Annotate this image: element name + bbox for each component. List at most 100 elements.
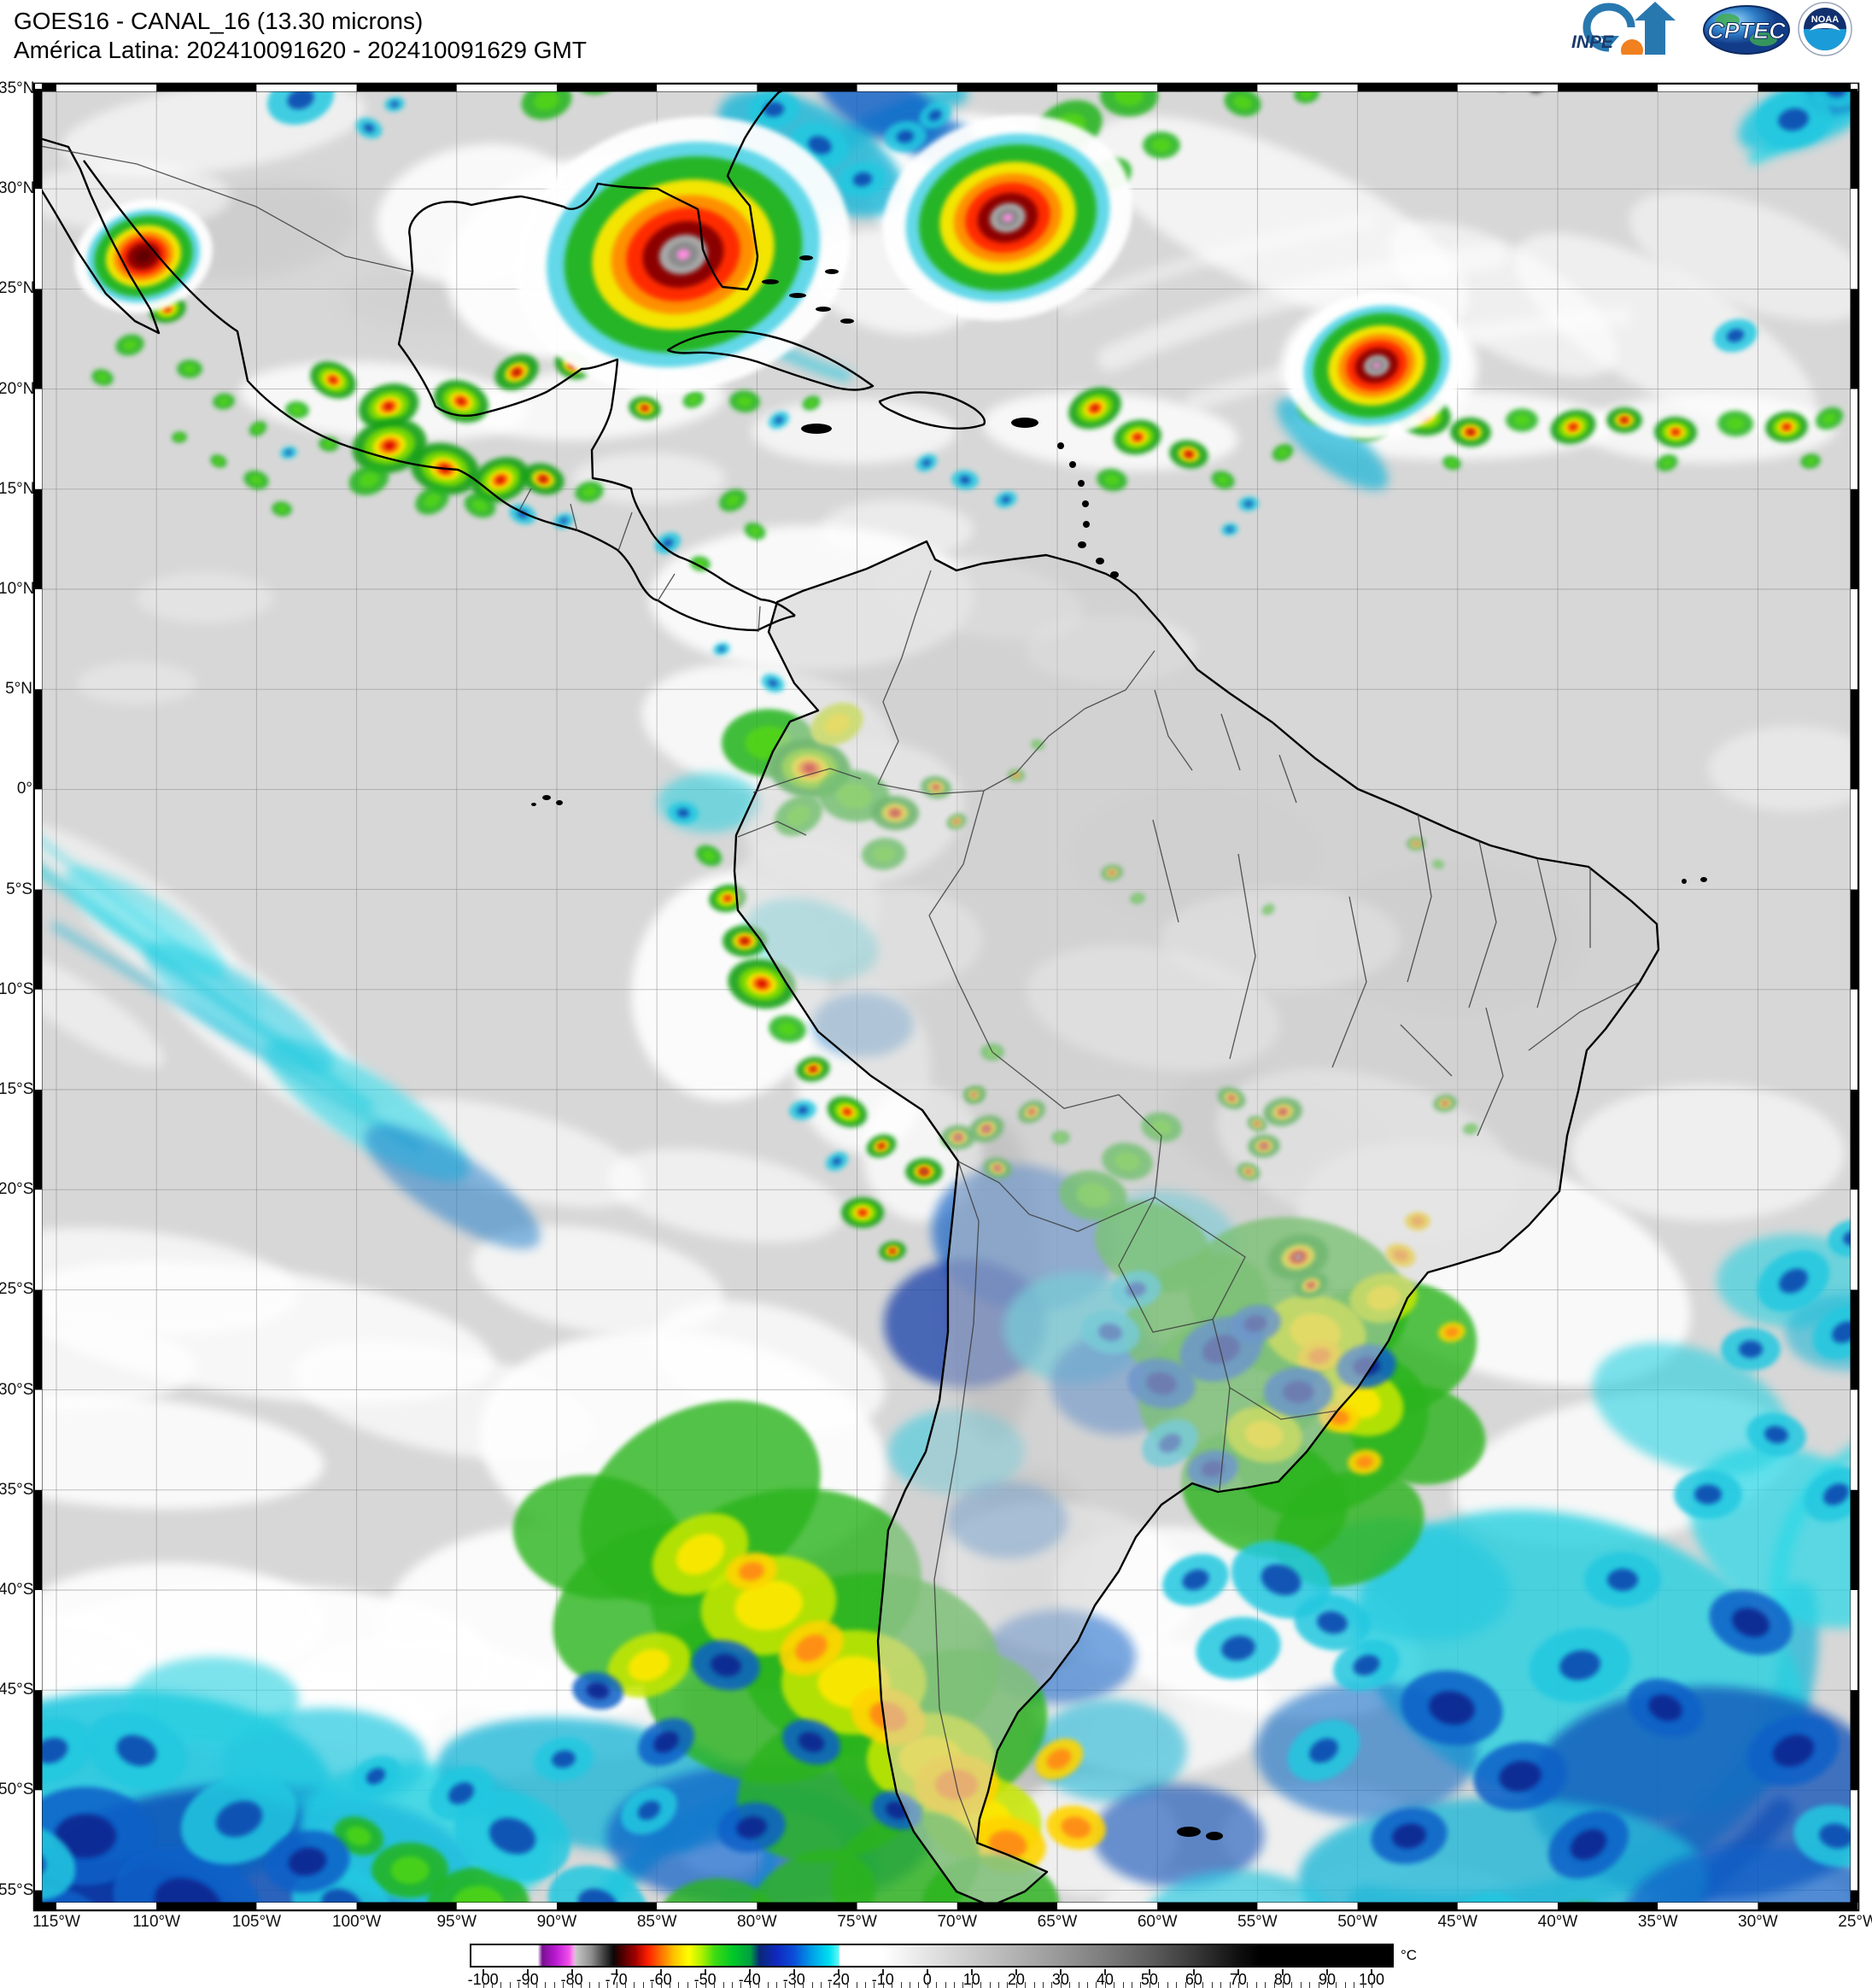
colorbar-minor-tick bbox=[687, 1982, 688, 1988]
storm-cell bbox=[749, 526, 761, 536]
storm-cell bbox=[586, 1682, 610, 1699]
colorbar-minor-tick bbox=[1193, 1982, 1195, 1988]
colorbar-minor-tick bbox=[1344, 1982, 1346, 1988]
storm-cell bbox=[741, 938, 748, 944]
cptec-continent-1 bbox=[1716, 14, 1740, 27]
hurricane bbox=[676, 248, 690, 260]
colorbar-minor-tick bbox=[1255, 1982, 1257, 1988]
storm-cell bbox=[1174, 58, 1202, 83]
storm-cell bbox=[768, 679, 778, 687]
colorbar-tick-label: -70 bbox=[605, 1971, 628, 1988]
colorbar-minor-tick bbox=[1229, 1982, 1231, 1988]
lon-label: 25°W bbox=[1838, 1913, 1872, 1931]
colorbar-minor-tick bbox=[500, 1982, 502, 1988]
country-border bbox=[752, 768, 862, 793]
colorbar-tick-label: -40 bbox=[738, 1971, 761, 1988]
noaa-sea-half bbox=[1804, 29, 1846, 50]
colorbar-minor-tick bbox=[1282, 1982, 1284, 1988]
storm-cell bbox=[495, 476, 506, 484]
colorbar-minor-tick bbox=[483, 1982, 484, 1988]
map-tick-band bbox=[256, 85, 357, 91]
cloud-blob bbox=[34, 1395, 325, 1509]
map-tick-band bbox=[456, 85, 557, 91]
storm-cell bbox=[852, 172, 873, 187]
cloud-blob bbox=[572, 453, 726, 504]
hurricane bbox=[1373, 362, 1380, 369]
storm-cell bbox=[1694, 1484, 1722, 1505]
colorbar-tick bbox=[1148, 1969, 1150, 1975]
colorbar-minor-tick bbox=[1220, 1982, 1222, 1988]
map-tick-band bbox=[757, 85, 857, 91]
lat-label: 20°N bbox=[0, 379, 35, 398]
storm-cell bbox=[1061, 1816, 1091, 1839]
cloud-blob bbox=[137, 572, 273, 623]
country-border bbox=[1229, 853, 1256, 1060]
island bbox=[1083, 521, 1090, 528]
storm-cell bbox=[390, 101, 399, 108]
storm-cell bbox=[383, 441, 395, 450]
map-tick-band bbox=[1851, 389, 1857, 489]
map-tick-band bbox=[256, 1903, 357, 1909]
colorbar-minor-tick bbox=[642, 1982, 644, 1988]
storm-cell bbox=[1764, 1425, 1788, 1444]
colorbar-tick-label: -60 bbox=[649, 1971, 672, 1988]
storm-cell bbox=[1217, 475, 1229, 485]
map-tick-band bbox=[35, 889, 42, 990]
colorbar-tick bbox=[1192, 1969, 1195, 1975]
storm-cell bbox=[1002, 43, 1021, 59]
storm-cell bbox=[1672, 430, 1679, 435]
colorbar-tick-label: 60 bbox=[1185, 1971, 1202, 1988]
colorbar-minor-tick bbox=[1043, 1982, 1044, 1988]
island bbox=[1078, 480, 1085, 487]
island bbox=[789, 293, 806, 298]
storm-cell bbox=[1607, 1569, 1638, 1591]
colorbar-tick-label: 80 bbox=[1273, 1971, 1291, 1988]
cloud-blob bbox=[1571, 1085, 1845, 1221]
map-tick-band bbox=[1851, 289, 1857, 389]
colorbar-tick-label: 90 bbox=[1318, 1971, 1336, 1988]
colorbar-tick-label: 0 bbox=[922, 1971, 932, 1988]
island bbox=[1700, 877, 1707, 882]
storm-cell bbox=[540, 477, 547, 482]
storm-cell bbox=[737, 395, 752, 407]
colorbar-minor-tick bbox=[1362, 1982, 1364, 1988]
island bbox=[1110, 571, 1119, 578]
colorbar-tick bbox=[570, 1969, 573, 1975]
map-tick-band bbox=[1851, 889, 1857, 990]
country-border bbox=[34, 144, 413, 272]
country-border bbox=[928, 915, 1162, 1198]
storm-cell bbox=[559, 517, 568, 524]
storm-cell bbox=[1317, 1611, 1348, 1634]
storm-cell bbox=[97, 373, 108, 382]
south-america-landmass bbox=[734, 541, 1658, 1906]
colorbar-tick-label: 10 bbox=[962, 1971, 980, 1988]
lon-label: 105°W bbox=[231, 1913, 281, 1931]
storm-cell bbox=[1447, 459, 1457, 467]
colorbar-minor-tick bbox=[1265, 1982, 1267, 1988]
island bbox=[1069, 461, 1076, 468]
coastline bbox=[83, 160, 796, 632]
storm-cell bbox=[183, 364, 196, 374]
colorbar-minor-tick bbox=[1291, 1982, 1293, 1988]
map-tick-band bbox=[757, 1903, 857, 1909]
storm-cell bbox=[1721, 1943, 1781, 1985]
colorbar-tick bbox=[482, 1969, 484, 1975]
colorbar-minor-tick bbox=[731, 1982, 733, 1988]
storm-cell bbox=[810, 1067, 816, 1072]
country-border bbox=[1400, 1024, 1453, 1077]
cloud-blob bbox=[1708, 726, 1858, 811]
map-tick-band bbox=[1851, 1590, 1857, 1691]
country-border bbox=[657, 573, 676, 602]
map-tick-band bbox=[35, 389, 42, 489]
storm-cell bbox=[1772, 1734, 1815, 1767]
cloud-blob bbox=[820, 500, 974, 559]
storm-cell bbox=[424, 493, 441, 508]
temperature-colorbar bbox=[470, 1944, 1394, 1968]
map-tick-band bbox=[1357, 1903, 1458, 1909]
storm-cell bbox=[724, 896, 731, 901]
inpe-swirl-icon bbox=[1582, 3, 1635, 52]
storm-cell bbox=[1805, 457, 1816, 465]
storm-cell bbox=[725, 494, 740, 506]
